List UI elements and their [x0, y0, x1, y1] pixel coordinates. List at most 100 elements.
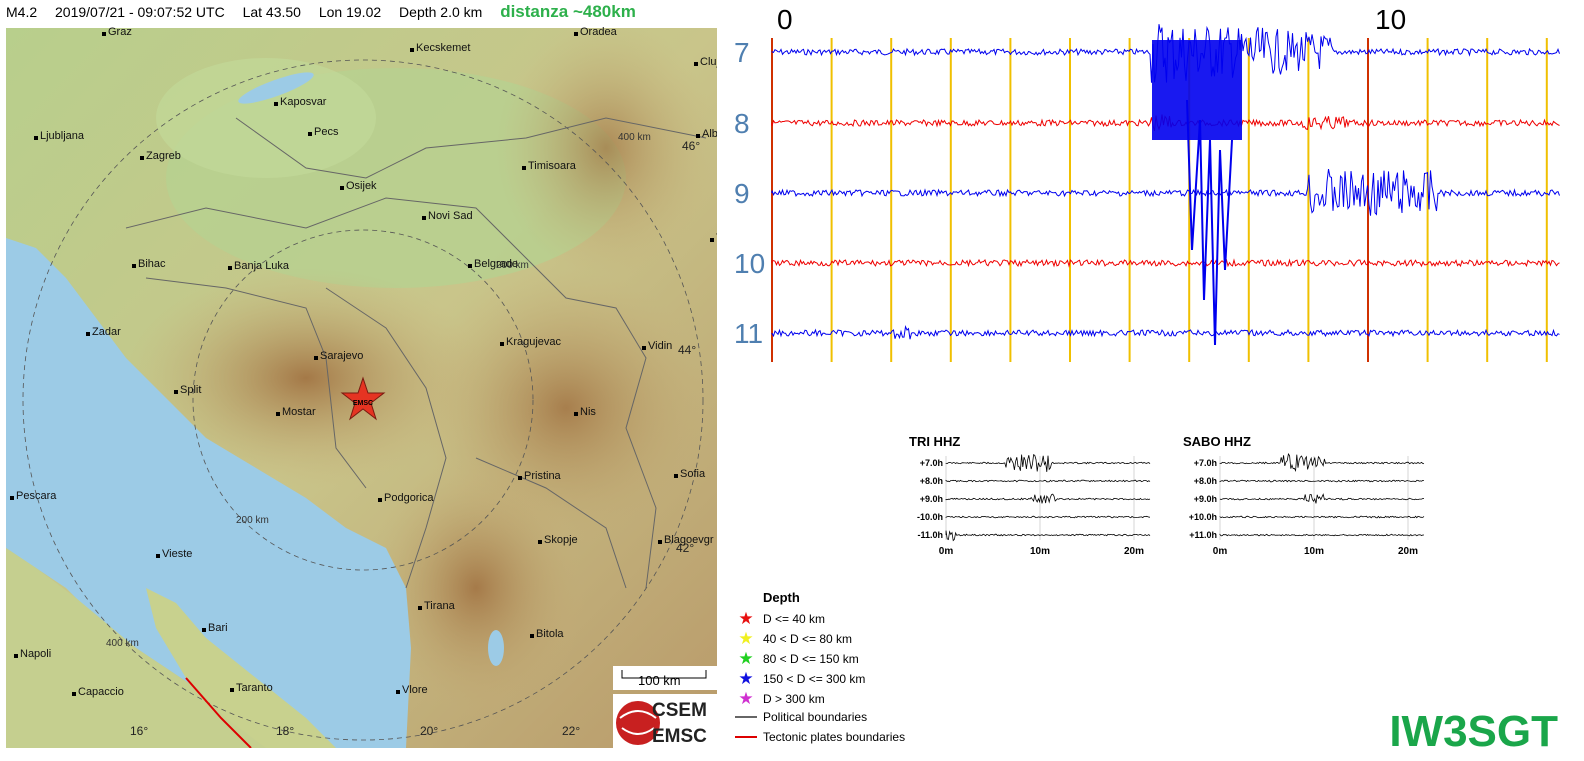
station-row-label: +10.0h [1189, 512, 1217, 522]
city-label: Pescara [16, 490, 57, 502]
city-dot [10, 496, 14, 500]
city-label: Zadar [92, 326, 121, 338]
lon-22: 22° [562, 724, 580, 738]
city-dot [132, 264, 136, 268]
city-label: Novi Sad [428, 210, 473, 222]
city-label: Nis [580, 406, 596, 418]
city-dot [156, 554, 160, 558]
city-label: Tirana [424, 600, 455, 612]
legend-item: ★ 80 < D <= 150 km [735, 650, 858, 667]
depth: Depth 2.0 km [399, 4, 483, 20]
city-dot [710, 238, 714, 242]
city-label: Timisoara [528, 160, 576, 172]
city-labels: Graz Oradea Kecskemet Cluj Kaposvar Ljubljana… [6, 26, 717, 748]
ring-400km [22, 59, 704, 741]
scale-label: 100 km [638, 673, 681, 688]
city-dot [574, 32, 578, 36]
city-label: Sarajevo [320, 350, 364, 362]
station-x-label: 0m [939, 546, 954, 557]
emsc-logo-icon [616, 701, 660, 745]
city-dot [410, 48, 414, 52]
longitude: Lon 19.02 [318, 4, 382, 20]
lon-18: 18° [276, 724, 294, 738]
legend-item: ★ D > 300 km [735, 690, 824, 707]
station-trace [1219, 479, 1424, 483]
event-datetime: 2019/07/21 - 09:07:52 UTC [55, 4, 225, 20]
callsign: IW3SGT [1389, 707, 1558, 756]
station-x-label: 10m [1030, 546, 1050, 557]
star-icon: ★ [738, 629, 754, 648]
legend-item: ★ 40 < D <= 80 km [735, 630, 852, 647]
time-label-10: 10 [1375, 4, 1406, 35]
station-x-label: 20m [1398, 546, 1418, 557]
seismic-trace [771, 169, 1560, 216]
adriatic-sea [6, 238, 411, 748]
station-trace [945, 493, 1151, 504]
city-dot [538, 540, 542, 544]
epicenter-star [340, 376, 386, 421]
distance: distanza ~480km [500, 2, 636, 21]
epicenter-map: 200 km 200 km 400 km 400 km 46° 44° 42° … [6, 28, 717, 748]
station-trace [945, 530, 1151, 542]
city-label: Bitola [536, 628, 564, 640]
city-label: Mostar [282, 406, 316, 418]
city-dot [574, 412, 578, 416]
row-label: 8 [734, 108, 750, 139]
city-dot [276, 412, 280, 416]
city-dot [518, 476, 522, 480]
station-x-label: 0m [1213, 546, 1228, 557]
city-dot [174, 390, 178, 394]
city-dot [468, 264, 472, 268]
ring-label-200b: 200 km [496, 260, 529, 271]
station-trace [1219, 515, 1425, 519]
station-trace [1219, 533, 1424, 537]
arrival-spikes [1186, 99, 1233, 346]
city-dot [522, 166, 526, 170]
city-label: Kecskemet [416, 42, 471, 54]
city-label: Blagoevgr [664, 534, 714, 546]
lat-42: 42° [676, 541, 694, 555]
station-trace [945, 515, 1151, 519]
ring-200km [192, 229, 534, 571]
lon-16: 16° [130, 724, 148, 738]
event-header: M4.2 2019/07/21 - 09:07:52 UTC Lat 43.50… [6, 2, 650, 24]
station-trace [1219, 493, 1425, 504]
ring-label-400b: 400 km [106, 638, 139, 649]
station-x-label: 20m [1124, 546, 1144, 557]
city-label: Oradea [580, 26, 617, 38]
city-label: Napoli [20, 648, 52, 660]
station-row-label: +8.0h [1194, 476, 1217, 486]
legend-title: Depth [763, 590, 800, 605]
city-dot [530, 634, 534, 638]
city-label: Sofia [680, 468, 706, 480]
city-label: Vlore [402, 684, 428, 696]
city-label: Graz [108, 26, 132, 38]
station-row-label: +7.0h [920, 458, 943, 468]
city-label: Pristina [524, 470, 561, 482]
star-icon: ★ [738, 669, 754, 688]
legend-item: ★ 150 < D <= 300 km [735, 670, 865, 687]
city-dot [308, 132, 312, 136]
station-title: SABO HHZ [1183, 434, 1251, 449]
row-label: 9 [734, 178, 750, 209]
city-label: Taranto [236, 682, 273, 694]
city-label: Bihac [138, 258, 166, 270]
station-trace [945, 454, 1151, 472]
city-dot [274, 102, 278, 106]
city-dot [658, 540, 662, 544]
city-label: Split [180, 384, 202, 396]
city-dot [340, 186, 344, 190]
legend-line-item: Political boundaries [735, 710, 867, 724]
city-label: Banja Luka [234, 260, 290, 272]
magnitude: M4.2 [6, 4, 38, 20]
city-label: Pecs [314, 126, 339, 138]
city-dot [102, 32, 106, 36]
city-label: Kaposvar [280, 96, 327, 108]
legend-item: ★ D <= 40 km [735, 610, 825, 627]
station-row-label: -10.0h [917, 512, 943, 522]
row-label: 11 [734, 318, 763, 349]
city-dot [418, 606, 422, 610]
time-label-0: 0 [777, 4, 793, 35]
city-dot [396, 690, 400, 694]
city-label: Cluj [700, 56, 717, 68]
